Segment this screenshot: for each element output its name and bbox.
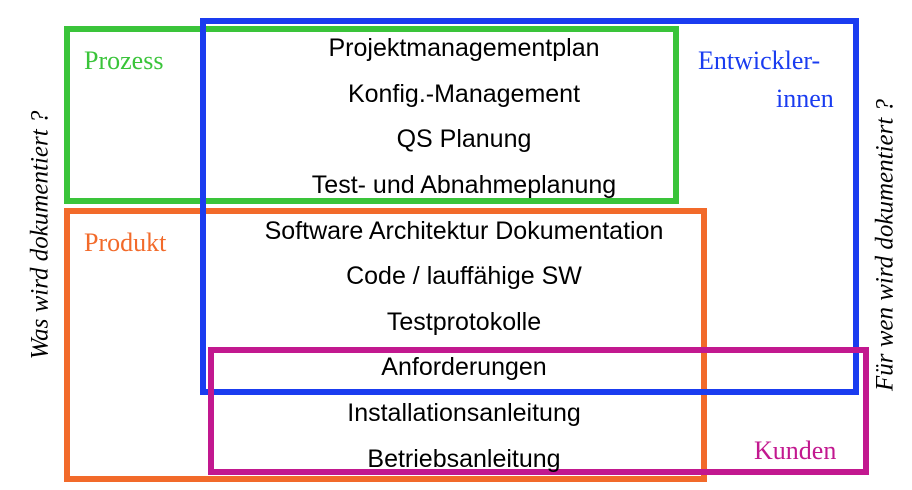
item-anforderungen: Anforderungen <box>381 353 547 381</box>
item-betriebsanleitung: Betriebsanleitung <box>367 445 561 473</box>
item-software-architektur: Software Architektur Dokumentation <box>264 217 664 245</box>
side-label-fuer-wen: Für wen wird dokumentiert ? <box>871 98 899 392</box>
item-code-sw: Code / lauffähige SW <box>346 262 582 290</box>
produkt-frame <box>64 208 707 482</box>
produkt-label: Produkt <box>84 228 167 257</box>
prozess-label: Prozess <box>84 46 164 75</box>
item-testprotokolle: Testprotokolle <box>386 308 542 336</box>
entwickler-label-line1: Entwickler- <box>698 46 821 75</box>
kunden-label: Kunden <box>754 436 837 465</box>
entwickler-frame <box>200 18 859 395</box>
kunden-frame <box>208 347 869 475</box>
item-test-abnahmeplanung: Test- und Abnahmeplanung <box>311 171 617 199</box>
item-qs-planung: QS Planung <box>396 125 532 153</box>
item-projektmanagementplan: Projektmanagementplan <box>328 34 600 62</box>
side-label-was: Was wird dokumentiert ? <box>26 110 54 360</box>
item-installationsanleitung: Installationsanleitung <box>347 399 581 427</box>
prozess-frame <box>64 26 679 204</box>
item-konfig-management: Konfig.-Management <box>347 80 581 108</box>
entwickler-label-line2: innen <box>776 84 834 113</box>
